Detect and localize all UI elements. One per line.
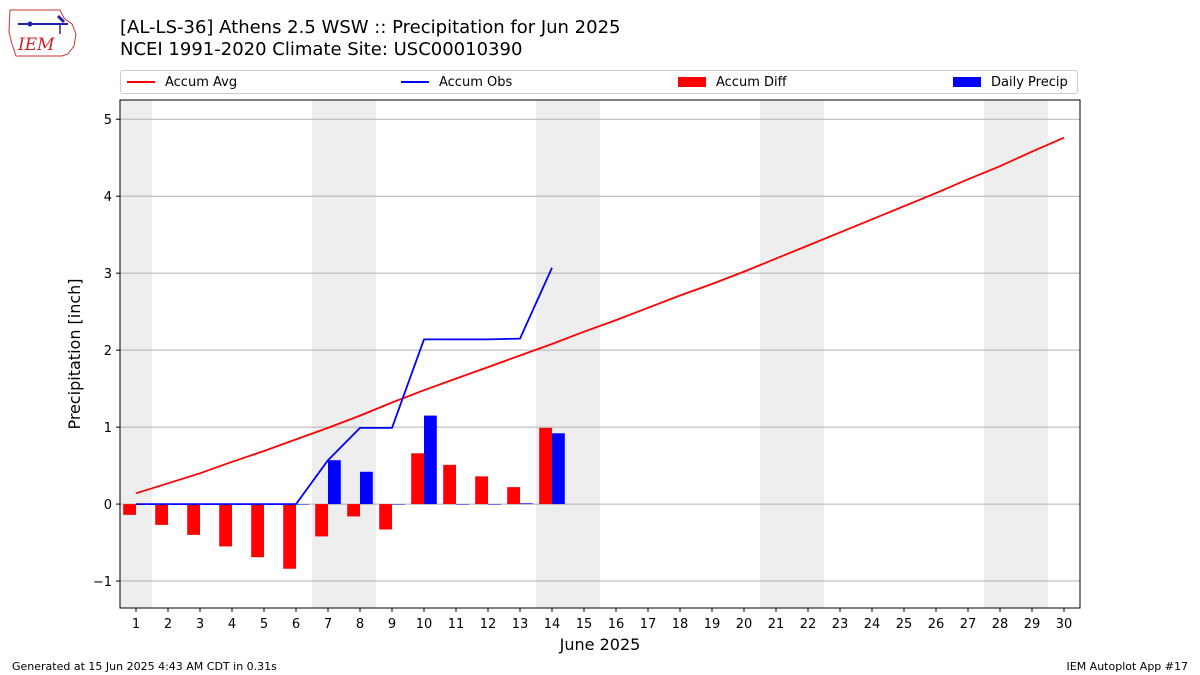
- accum-obs-line: [136, 267, 553, 506]
- x-tick-label: 30: [1056, 617, 1073, 632]
- daily-precip-bar: [488, 504, 501, 505]
- accum-diff-bar: [187, 504, 200, 535]
- legend-swatch-accum-avg: [127, 81, 155, 83]
- x-tick-label: 11: [448, 617, 465, 632]
- legend-item-accum-obs: Accum Obs: [401, 71, 512, 93]
- accum-diff-bar: [443, 464, 456, 505]
- x-tick-label: 28: [992, 617, 1009, 632]
- legend-item-accum-avg: Accum Avg: [127, 71, 237, 93]
- x-tick-label: 18: [672, 617, 689, 632]
- x-tick-label: 4: [228, 617, 236, 632]
- x-tick-label: 17: [640, 617, 657, 632]
- daily-precip-bar: [424, 415, 437, 505]
- x-tick-label: 15: [576, 617, 593, 632]
- generated-timestamp: Generated at 15 Jun 2025 4:43 AM CDT in …: [12, 660, 277, 673]
- legend-swatch-accum-diff: [678, 77, 706, 87]
- y-tick-label: 0: [104, 498, 112, 513]
- app-label: IEM Autoplot App #17: [1066, 660, 1189, 673]
- accum-diff-bar: [411, 453, 424, 505]
- y-tick-label: 1: [104, 421, 112, 436]
- daily-precip-bar: [360, 471, 373, 505]
- legend-label-daily-precip: Daily Precip: [991, 74, 1068, 90]
- accum-diff-bar: [251, 504, 264, 558]
- accum-avg-line: [135, 136, 1065, 495]
- y-tick-label: 2: [104, 344, 112, 359]
- legend-swatch-accum-obs: [401, 81, 429, 83]
- weekend-shade-0: [120, 100, 152, 608]
- x-tick-label: 5: [260, 617, 268, 632]
- logo-lettering: IEM: [17, 35, 55, 55]
- x-tick-label: 3: [196, 617, 204, 632]
- y-tick-label: 4: [104, 190, 112, 205]
- x-tick-label: 10: [416, 617, 433, 632]
- accum-diff-bar: [475, 476, 488, 505]
- accum-diff-bar: [347, 504, 360, 517]
- x-tick-label: 22: [800, 617, 817, 632]
- x-tick-label: 27: [960, 617, 977, 632]
- x-tick-label: 2: [164, 617, 172, 632]
- y-tick-label: −1: [93, 575, 112, 590]
- x-tick-label: 19: [704, 617, 721, 632]
- chart-title: [AL-LS-36] Athens 2.5 WSW :: Precipitati…: [120, 17, 621, 38]
- y-tick-label: 3: [104, 267, 112, 282]
- x-tick-label: 1: [132, 617, 140, 632]
- x-tick-label: 21: [768, 617, 785, 632]
- x-tick-label: 8: [356, 617, 364, 632]
- daily-precip-bar: [392, 504, 405, 505]
- legend-label-accum-obs: Accum Obs: [439, 74, 513, 90]
- y-tick-label: 5: [104, 113, 112, 128]
- legend-item-accum-diff: Accum Diff: [678, 71, 787, 93]
- plot-frame: [119, 99, 1081, 609]
- x-tick-label: 6: [292, 617, 300, 632]
- chart-subtitle: NCEI 1991-2020 Climate Site: USC00010390: [120, 39, 523, 60]
- daily-precip-bar: [296, 504, 309, 505]
- legend-label-accum-avg: Accum Avg: [165, 74, 238, 90]
- chart-legend: Accum Avg Accum Obs Accum Diff Daily Pre…: [120, 70, 1078, 94]
- x-tick-label: 9: [388, 617, 396, 632]
- accum-diff-bar: [507, 487, 520, 505]
- accum-diff-bar: [379, 504, 392, 530]
- weekend-shade-2: [536, 100, 600, 608]
- x-tick-label: 26: [928, 617, 945, 632]
- accum-diff-bar: [315, 504, 328, 537]
- legend-label-accum-diff: Accum Diff: [716, 74, 787, 90]
- accum-diff-bar: [155, 504, 168, 525]
- x-axis-label: June 2025: [559, 635, 641, 654]
- weekend-shade-4: [984, 100, 1048, 608]
- x-tick-label: 14: [544, 617, 561, 632]
- daily-precip-bar: [328, 460, 341, 505]
- legend-item-daily-precip: Daily Precip: [953, 71, 1068, 93]
- accum-diff-bar: [219, 504, 232, 547]
- x-tick-label: 12: [480, 617, 497, 632]
- x-tick-label: 16: [608, 617, 625, 632]
- daily-precip-bar: [552, 433, 565, 505]
- x-tick-label: 20: [736, 617, 753, 632]
- x-tick-label: 23: [832, 617, 849, 632]
- x-tick-label: 29: [1024, 617, 1041, 632]
- x-tick-label: 25: [896, 617, 913, 632]
- legend-swatch-daily-precip: [953, 77, 981, 87]
- weekend-shade-3: [760, 100, 824, 608]
- daily-precip-bar: [520, 503, 533, 505]
- y-axis-label: Precipitation [inch]: [65, 278, 84, 429]
- x-tick-label: 7: [324, 617, 332, 632]
- accum-diff-bar: [539, 427, 552, 505]
- daily-precip-bar: [456, 504, 469, 505]
- x-tick-label: 24: [864, 617, 881, 632]
- accum-diff-bar: [283, 504, 296, 569]
- x-tick-label: 13: [512, 617, 529, 632]
- iem-logo: IEM: [8, 9, 77, 57]
- accum-diff-bar: [123, 504, 136, 515]
